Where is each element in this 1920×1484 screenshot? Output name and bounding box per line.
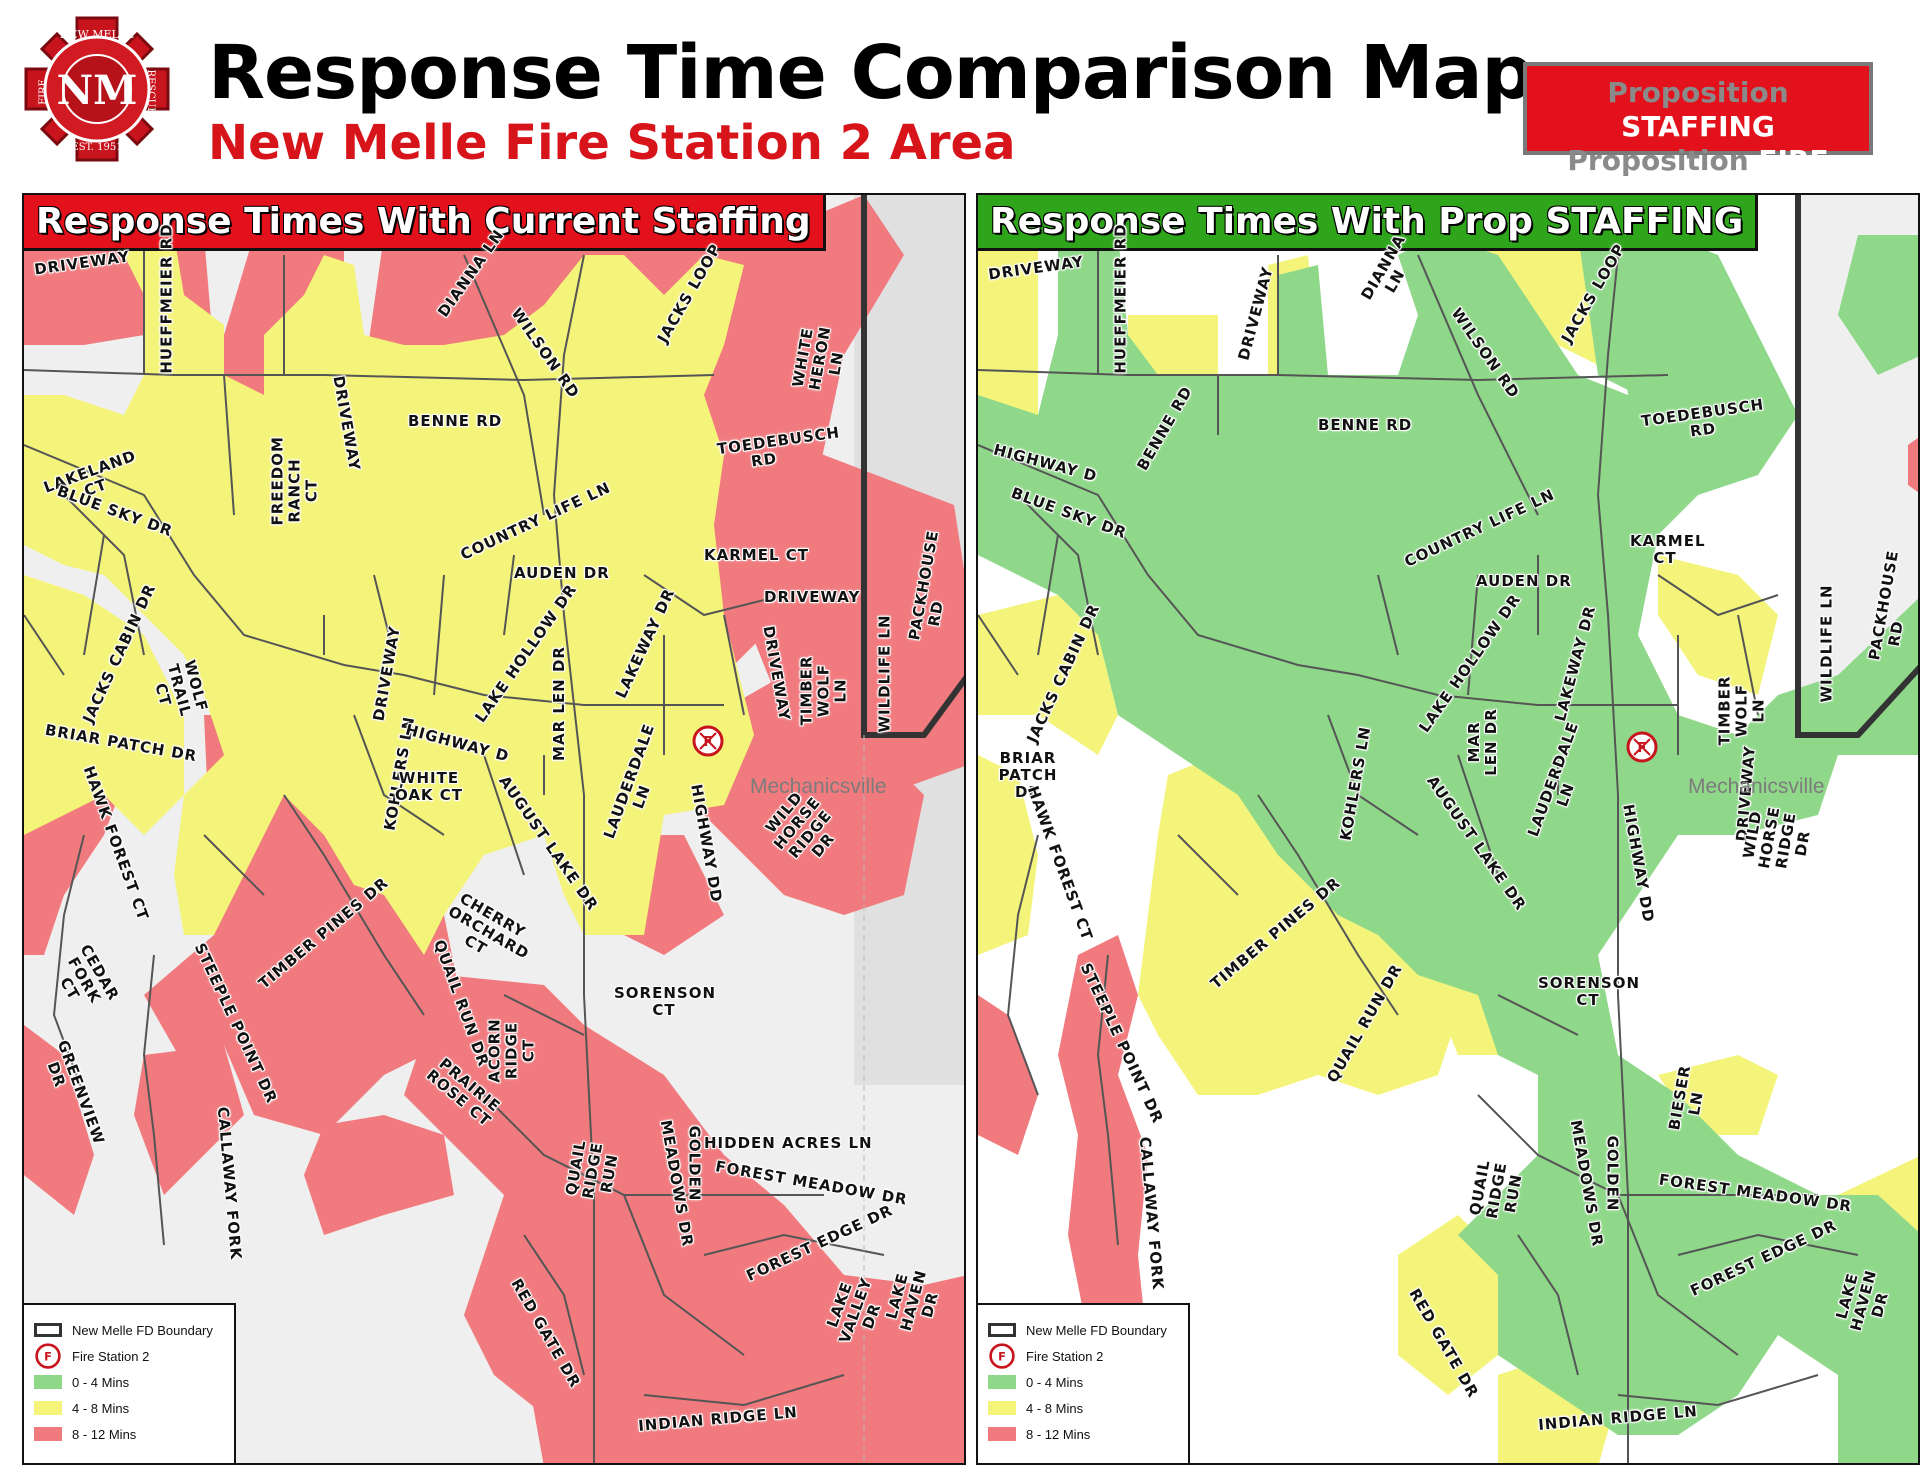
street-label: MAR LEN DR bbox=[549, 646, 568, 761]
zone-0-4-swatch bbox=[988, 1375, 1016, 1389]
fire-station-icon: F bbox=[989, 1343, 1015, 1369]
zone-4-8-swatch bbox=[34, 1401, 62, 1415]
street-label: WILD HORSE RIDGE DR bbox=[1739, 804, 1814, 871]
svg-text:EST. 1951: EST. 1951 bbox=[71, 142, 122, 153]
svg-text:NM: NM bbox=[57, 67, 138, 114]
svg-text:FIRE: FIRE bbox=[38, 79, 49, 105]
street-label: KARMEL CT bbox=[1630, 532, 1706, 567]
street-label: BENNE RD bbox=[408, 412, 503, 430]
page-title: Response Time Comparison Map bbox=[208, 30, 1534, 116]
street-label: ACORN RIDGE CT bbox=[485, 1018, 538, 1083]
street-label: WILDLIFE LN bbox=[875, 614, 894, 733]
street-label: TIMBER WOLF LN bbox=[797, 655, 850, 726]
street-label: DRIVEWAY bbox=[764, 588, 861, 606]
street-label: AUDEN DR bbox=[1476, 572, 1572, 590]
street-label: HUEFFMEIER RD bbox=[1111, 223, 1130, 374]
street-label: MAR LEN DR bbox=[1465, 708, 1500, 776]
map-panel-current-staffing: Response Times With Current Staffing DRI… bbox=[22, 193, 966, 1465]
panel-title-current: Response Times With Current Staffing bbox=[24, 195, 826, 251]
street-label: SORENSON CT bbox=[1538, 974, 1641, 1009]
new-melle-fire-logo: NEW MELLE FIRE RESCUE NM EST. 1951 bbox=[22, 14, 172, 164]
svg-text:F: F bbox=[998, 1349, 1006, 1363]
svg-text:NEW MELLE: NEW MELLE bbox=[60, 28, 134, 41]
street-label: KARMEL CT bbox=[704, 546, 809, 564]
street-label: WILDLIFE LN bbox=[1817, 584, 1836, 703]
svg-text:F: F bbox=[44, 1349, 52, 1363]
boundary-swatch bbox=[34, 1323, 62, 1337]
fire-station-icon: F bbox=[35, 1343, 61, 1369]
boundary-swatch bbox=[988, 1323, 1016, 1337]
fire-station-icon: F bbox=[692, 725, 724, 757]
page-subtitle: New Melle Fire Station 2 Area bbox=[208, 115, 1016, 171]
street-label: BRIAR PATCH DR bbox=[998, 749, 1058, 801]
fire-station-icon: F bbox=[1626, 731, 1658, 763]
street-label: WHITE OAK CT bbox=[394, 769, 464, 804]
zone-0-4-swatch bbox=[34, 1375, 62, 1389]
zone-4-8-swatch bbox=[988, 1401, 1016, 1415]
street-label: SORENSON CT bbox=[614, 984, 717, 1019]
street-label: BENNE RD bbox=[1318, 416, 1413, 434]
town-label: Mechanicsville bbox=[750, 775, 887, 798]
street-label: GOLDEN bbox=[1603, 1135, 1622, 1212]
svg-text:RESCUE: RESCUE bbox=[145, 69, 156, 114]
street-label: AUDEN DR bbox=[514, 564, 610, 582]
svg-text:F: F bbox=[1638, 741, 1647, 756]
street-label: HIDDEN ACRES LN bbox=[704, 1134, 873, 1152]
svg-text:F: F bbox=[704, 735, 713, 750]
zone-8-12-swatch bbox=[34, 1427, 62, 1441]
map-legend: New Melle FD Boundary F Fire Station 2 0 … bbox=[978, 1303, 1190, 1463]
street-label: WHITE HERON LN bbox=[788, 324, 848, 392]
panel-title-prop: Response Times With Prop STAFFING bbox=[978, 195, 1759, 251]
town-label: Mechanicsville bbox=[1688, 775, 1825, 798]
street-label: TIMBER WOLF LN bbox=[1715, 675, 1768, 746]
zone-8-12-swatch bbox=[988, 1427, 1016, 1441]
street-label: FREEDOM RANCH CT bbox=[268, 436, 321, 526]
map-legend: New Melle FD Boundary F Fire Station 2 0 … bbox=[24, 1303, 236, 1463]
street-label: GOLDEN bbox=[685, 1125, 704, 1202]
street-label: HUEFFMEIER RD bbox=[157, 223, 176, 374]
proposition-badge: Proposition STAFFING Proposition FIRE bbox=[1523, 62, 1873, 177]
map-prop-staffing bbox=[978, 195, 1918, 1463]
map-panel-prop-staffing: Response Times With Prop STAFFING DRIVEW… bbox=[976, 193, 1920, 1465]
map-current-staffing bbox=[24, 195, 964, 1463]
